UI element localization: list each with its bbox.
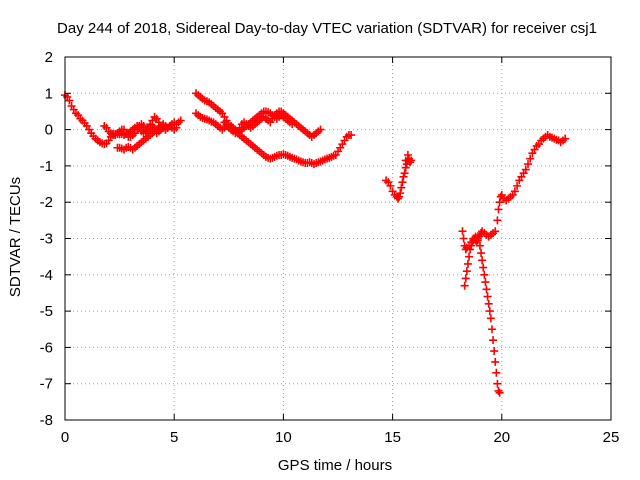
data-point xyxy=(475,241,484,250)
data-point xyxy=(482,285,491,294)
data-point xyxy=(493,216,502,225)
data-point xyxy=(561,134,570,143)
data-point xyxy=(401,163,410,172)
data-point xyxy=(65,96,74,105)
data-point xyxy=(487,325,496,334)
axes xyxy=(64,56,612,421)
data-points xyxy=(61,89,570,397)
data-point xyxy=(397,183,406,192)
data-point xyxy=(510,187,519,196)
y-tick-label: -5 xyxy=(40,303,53,320)
chart-title: Day 244 of 2018, Sidereal Day-to-day VTE… xyxy=(57,20,597,37)
data-point xyxy=(489,336,498,345)
x-tick-label: 0 xyxy=(61,429,69,446)
x-tick-label: 20 xyxy=(493,429,510,446)
data-point xyxy=(494,205,503,214)
data-point xyxy=(395,192,404,201)
y-tick-label: -8 xyxy=(40,412,53,429)
data-point xyxy=(483,292,492,301)
x-tick-label: 15 xyxy=(384,429,401,446)
data-point xyxy=(490,347,499,356)
y-tick-label: -7 xyxy=(40,376,53,393)
data-point xyxy=(521,165,530,174)
data-point xyxy=(386,181,395,190)
data-point xyxy=(480,270,489,279)
x-tick-label: 10 xyxy=(275,429,292,446)
y-tick-label: -1 xyxy=(40,158,53,175)
series-segment-9 xyxy=(458,227,504,397)
x-tick-label: 5 xyxy=(170,429,178,446)
data-point xyxy=(316,125,325,134)
data-point xyxy=(401,156,410,165)
y-tick-label: -2 xyxy=(40,194,53,211)
tick-labels: 0 5 10 15 20 25 -8 -7 -6 -5 -4 -3 -2 -1 0 1 2 xyxy=(40,49,620,446)
data-point xyxy=(460,281,469,290)
x-axis-label: GPS time / hours xyxy=(278,457,392,474)
data-point xyxy=(478,256,487,265)
data-point xyxy=(176,116,185,125)
data-point xyxy=(459,234,468,243)
data-point xyxy=(494,386,503,395)
data-point xyxy=(495,388,504,397)
y-tick-label: -6 xyxy=(40,339,53,356)
x-tick-label: 25 xyxy=(603,429,620,446)
data-point xyxy=(396,189,405,198)
data-point xyxy=(400,169,409,178)
data-point xyxy=(485,307,494,316)
data-point xyxy=(406,158,415,167)
data-point xyxy=(462,267,471,276)
data-point xyxy=(491,357,500,366)
data-point xyxy=(163,123,172,132)
data-point xyxy=(491,227,500,236)
y-tick-label: -4 xyxy=(40,267,53,284)
data-point xyxy=(473,236,482,245)
data-point xyxy=(479,263,488,272)
data-point xyxy=(403,151,412,160)
y-tick-label: 2 xyxy=(45,49,53,66)
data-point xyxy=(398,178,407,187)
data-point xyxy=(465,252,474,261)
y-tick-label: 0 xyxy=(45,122,53,139)
data-point xyxy=(486,314,495,323)
data-point xyxy=(484,299,493,308)
series-segment-7 xyxy=(382,151,416,203)
data-point xyxy=(495,198,504,207)
data-point xyxy=(526,154,535,163)
data-point xyxy=(172,123,181,132)
data-point xyxy=(493,379,502,388)
series-segment-2 xyxy=(100,112,181,141)
series-segment-3 xyxy=(113,123,172,154)
data-point xyxy=(513,181,522,190)
data-point xyxy=(492,368,501,377)
y-axis-label: SDTVAR / TECUs xyxy=(7,177,24,297)
data-point xyxy=(481,278,490,287)
data-point xyxy=(458,227,467,236)
data-point xyxy=(461,274,470,283)
data-point xyxy=(399,172,408,181)
series-segment-6 xyxy=(220,118,356,169)
series-segment-8 xyxy=(460,131,570,290)
data-point xyxy=(463,259,472,268)
data-point xyxy=(394,194,403,203)
data-point xyxy=(477,249,486,258)
y-tick-label: 1 xyxy=(45,85,53,102)
data-point xyxy=(524,160,533,169)
data-point xyxy=(347,131,356,140)
grid xyxy=(65,57,611,420)
y-tick-label: -3 xyxy=(40,231,53,248)
